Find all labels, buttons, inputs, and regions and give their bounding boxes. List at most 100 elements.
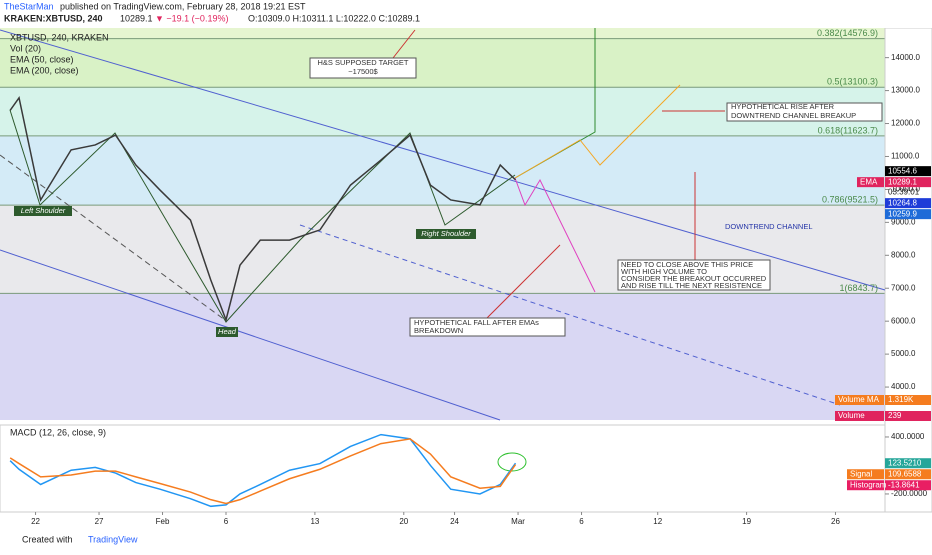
macd-circle: [497, 452, 527, 472]
author: TheStarMan: [4, 1, 54, 11]
tag-name: EMA: [860, 177, 878, 186]
y-tick-label: 7000.0: [891, 283, 916, 292]
channel-top: [0, 29, 886, 291]
channel-bottom: [0, 249, 501, 421]
annotation: NEED TO CLOSE ABOVE THIS PRICE: [621, 260, 753, 269]
price-tag: [885, 209, 931, 220]
header-bg: [0, 0, 932, 28]
x-tick-label: 6: [224, 517, 229, 526]
macd-tag-label: 109.6588: [888, 469, 922, 478]
annotation: HYPOTHETICAL RISE AFTER: [731, 102, 835, 111]
arrow: [392, 29, 416, 59]
legend: EMA (200, close): [10, 65, 79, 75]
pattern-label: Right Shoulder: [421, 229, 471, 238]
x-tick-label: 26: [831, 517, 840, 526]
macd-tag: [885, 458, 931, 469]
arrow: [484, 244, 561, 321]
x-tick-label: 19: [742, 517, 751, 526]
drawings: [0, 28, 886, 472]
annotation: CONSIDER THE BREAKOUT OCCURRED: [621, 274, 767, 283]
tag-name-bg: [835, 395, 884, 405]
x-tick-label: 6: [579, 517, 584, 526]
annotation: H&S SUPPOSED TARGET: [318, 58, 409, 67]
last: 10289.1: [120, 13, 153, 23]
fib-label: 0.618(11623.7): [818, 125, 878, 135]
annotation: ~17500$: [348, 67, 378, 76]
tag-name-bg: [847, 480, 884, 491]
annotation: BREAKDOWN: [414, 326, 463, 335]
annotation: AND RISE TILL THE NEXT RESISTENCE: [621, 281, 762, 290]
fib-label: 0.382(14576.9): [817, 28, 878, 38]
y-tick-label: 8000.0: [891, 250, 916, 259]
footer: Created with: [22, 534, 73, 544]
price-tag: [885, 198, 931, 209]
volume-tag: [885, 395, 931, 405]
rise-path: [514, 84, 681, 179]
macd-tag: [885, 480, 931, 491]
tag-name: Signal: [850, 469, 872, 478]
price-tag-label: 10264.8: [888, 198, 917, 207]
price-tag-label: 10554.6: [888, 166, 917, 175]
x-tick-label: 13: [310, 517, 319, 526]
price-tag-label: 10259.9: [888, 209, 917, 218]
y-tick-label: 10000.0: [891, 185, 920, 194]
price-tag-label: 10289.1: [888, 177, 917, 186]
price-tag: [885, 177, 931, 188]
fib-label: 0.5(13100.3): [827, 77, 878, 87]
neckline: [0, 154, 226, 321]
fib-label: 0.786(9521.5): [822, 195, 878, 205]
label-bg: [216, 327, 238, 337]
fall-path: [514, 177, 596, 293]
annotation: WITH HIGH VOLUME TO: [621, 267, 707, 276]
volume-tag-label: 1.319K: [888, 395, 914, 404]
volume-tag: [885, 411, 931, 421]
tag-name-bg: [857, 177, 884, 188]
annotation: HYPOTHETICAL FALL AFTER EMAs: [414, 318, 539, 327]
x-tick-label: 27: [95, 517, 104, 526]
annotation: DOWNTREND CHANNEL BREAKUP: [731, 111, 856, 120]
y-tick-label: 13000.0: [891, 86, 920, 95]
ann-box: [617, 259, 771, 291]
legend: EMA (50, close): [10, 54, 74, 64]
ohlc: O:10309.0 H:10311.1 L:10222.0 C:10289.1: [248, 13, 420, 23]
y-tick-label: 9000.0: [891, 217, 916, 226]
y-tick-label: 6000.0: [891, 316, 916, 325]
x-tick-label: 24: [450, 517, 459, 526]
footer-brand: TradingView: [88, 534, 138, 544]
axis-bg: [884, 27, 932, 513]
ann-box: [409, 317, 566, 337]
tag-name-bg: [847, 469, 884, 480]
legend: XBTUSD, 240, KRAKEN: [10, 32, 109, 42]
ann-box: [309, 57, 417, 79]
macd-tag: [885, 469, 931, 480]
series-line: [9, 438, 517, 505]
pattern-label: Head: [218, 327, 237, 336]
y-tick-label: 12000.0: [891, 119, 920, 128]
ann-box: [726, 102, 883, 122]
series-line: [9, 433, 517, 508]
label-bg: [416, 229, 476, 239]
macd-title: MACD (12, 26, close, 9): [10, 427, 106, 437]
legend: Vol (20): [10, 43, 41, 53]
tag-name: Volume MA: [838, 395, 880, 404]
tag-name-bg: [835, 411, 884, 421]
y-tick-label: 5000.0: [891, 349, 916, 358]
hs-lines: [9, 109, 516, 323]
label-bg: [14, 206, 72, 216]
macd-tag-label: -13.8641: [888, 480, 920, 489]
channel-mid: [299, 224, 841, 406]
fib-label: 1(6843.7): [839, 283, 878, 293]
fib-zone: [0, 38, 885, 88]
pattern-label: Left Shoulder: [21, 206, 66, 215]
y-tick-label: 14000.0: [891, 53, 920, 62]
price-tag: [885, 166, 931, 177]
symbol: KRAKEN:XBTUSD, 240: [4, 13, 103, 23]
x-tick-label: 20: [399, 517, 408, 526]
x-tick-label: 22: [31, 517, 40, 526]
volume-tag-label: 239: [888, 411, 902, 420]
y-tick-label: 11000.0: [891, 152, 920, 161]
macd-tag-label: 123.5210: [888, 458, 922, 467]
annotation: DOWNTREND CHANNEL: [725, 222, 813, 231]
fib-zone: [0, 28, 885, 39]
